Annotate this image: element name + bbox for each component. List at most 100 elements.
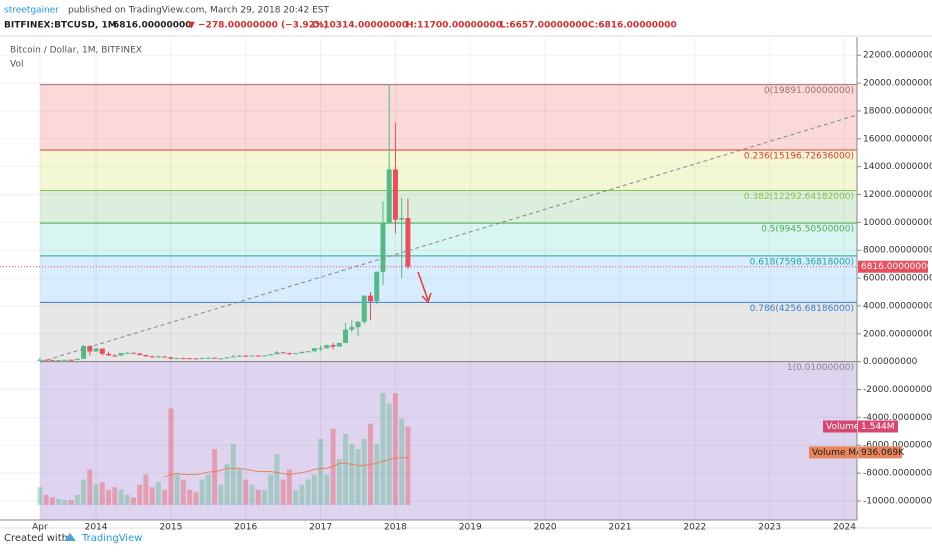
volume-ma-value-box xyxy=(858,446,902,459)
volume-bar xyxy=(230,443,236,505)
volume-bar xyxy=(218,484,224,505)
fib-label: 1(0.01000000) xyxy=(787,363,854,373)
fib-label: 0.618(7598.36818000) xyxy=(750,257,854,267)
volume-bar xyxy=(355,449,361,505)
fib-band xyxy=(39,84,858,150)
volume-bar xyxy=(118,489,124,505)
last-price-label: 6816.00000000 xyxy=(861,262,932,272)
footer-brand[interactable]: TradingView xyxy=(81,533,142,544)
candle-body xyxy=(237,355,243,357)
candle-body xyxy=(367,295,373,302)
candle-body xyxy=(193,358,199,360)
volume-bar xyxy=(324,474,330,505)
volume-name-box xyxy=(823,420,857,433)
candle-body xyxy=(255,355,261,357)
y-tick-label: 10000.00000000 xyxy=(863,218,932,228)
candle-body xyxy=(68,359,74,361)
candle-body xyxy=(187,358,193,360)
candle-body xyxy=(361,295,367,322)
volume-bar xyxy=(49,497,55,505)
volume-bar xyxy=(374,443,380,505)
volume-bar xyxy=(37,487,43,505)
x-tick-label: 2014 xyxy=(85,523,108,533)
volume-bar xyxy=(87,469,93,505)
volume-name: Volume xyxy=(826,422,860,432)
fib-band xyxy=(39,361,858,520)
volume-bar xyxy=(274,454,280,505)
y-tick-label: 18000.00000000 xyxy=(863,106,932,116)
fib-label: 0(19891.00000000) xyxy=(764,86,854,96)
volume-bar xyxy=(299,484,305,505)
candle-body xyxy=(318,348,324,350)
candle-body xyxy=(224,357,230,359)
x-tick-label: 2022 xyxy=(683,523,706,533)
fib-band xyxy=(39,223,858,256)
volume-value-box xyxy=(858,420,898,433)
arrow-shaft xyxy=(417,271,429,301)
volume-bar xyxy=(124,494,130,505)
volume-bar xyxy=(106,489,112,505)
x-tick-label: 2016 xyxy=(234,523,257,533)
candle-body xyxy=(299,351,305,354)
volume-bar xyxy=(392,393,398,505)
volume-bar xyxy=(243,479,249,505)
candle-body xyxy=(56,360,62,362)
fib-band xyxy=(39,302,858,362)
candle-body xyxy=(274,352,280,355)
volume-bar xyxy=(99,482,105,505)
volume-bar xyxy=(261,489,267,505)
volume-ma-name: Volume MA xyxy=(812,448,863,458)
volume-bar xyxy=(212,449,218,505)
volume-bar xyxy=(168,408,174,505)
volume-bar xyxy=(74,494,80,505)
y-tick-label: 16000.00000000 xyxy=(863,134,932,144)
volume-bar xyxy=(180,479,186,505)
candle-body xyxy=(99,348,105,354)
fib-label: 0.786(4256.68186000) xyxy=(750,304,854,314)
x-tick-label: 2020 xyxy=(534,523,557,533)
volume-bar xyxy=(130,497,136,505)
volume-bar xyxy=(224,464,230,505)
candle-body xyxy=(106,353,112,356)
y-tick-label: 0.00000000 xyxy=(863,357,918,367)
candle-body xyxy=(130,352,136,354)
author[interactable]: streetgainer xyxy=(4,6,59,16)
x-tick-label: 2015 xyxy=(159,523,182,533)
y-tick-label: -2000.00000000 xyxy=(863,385,932,395)
volume-bar xyxy=(293,489,299,505)
change: ▼ −278.00000000 (−3.92%) xyxy=(188,21,328,31)
y-tick-label: -10000.00000000 xyxy=(863,496,932,506)
volume-bar xyxy=(43,494,49,505)
y-tick-label: 2000.00000000 xyxy=(863,329,932,339)
candle-body xyxy=(112,355,118,357)
y-tick-label: 6000.00000000 xyxy=(863,274,932,284)
volume-bar xyxy=(174,474,180,505)
y-tick-label: 12000.00000000 xyxy=(863,190,932,200)
volume-bar xyxy=(137,484,143,505)
volume-bar xyxy=(93,484,99,505)
volume-bar xyxy=(199,479,205,505)
volume-bar xyxy=(81,479,87,505)
candle-body xyxy=(199,358,205,360)
candle-body xyxy=(374,271,380,302)
y-tick-label: -6000.00000000 xyxy=(863,441,932,451)
candle-body xyxy=(249,355,255,357)
volume-bar xyxy=(336,459,342,505)
candle-body xyxy=(174,358,180,360)
footer-created: Created with xyxy=(4,533,68,544)
y-tick-label: 8000.00000000 xyxy=(863,246,932,256)
arrow-head xyxy=(421,292,432,304)
volume-bar xyxy=(112,487,118,505)
last: 6816.00000000 xyxy=(113,21,192,31)
y-tick-label: 14000.00000000 xyxy=(863,162,932,172)
candle-body xyxy=(74,358,80,360)
candle-body xyxy=(399,218,405,220)
candle-body xyxy=(380,223,386,272)
y-tick-label: 4000.00000000 xyxy=(863,301,932,311)
fib-band xyxy=(39,255,858,303)
volume-bar xyxy=(268,474,274,505)
candle-body xyxy=(143,354,149,357)
x-tick-label: 2023 xyxy=(758,523,781,533)
candle-body xyxy=(355,321,361,328)
